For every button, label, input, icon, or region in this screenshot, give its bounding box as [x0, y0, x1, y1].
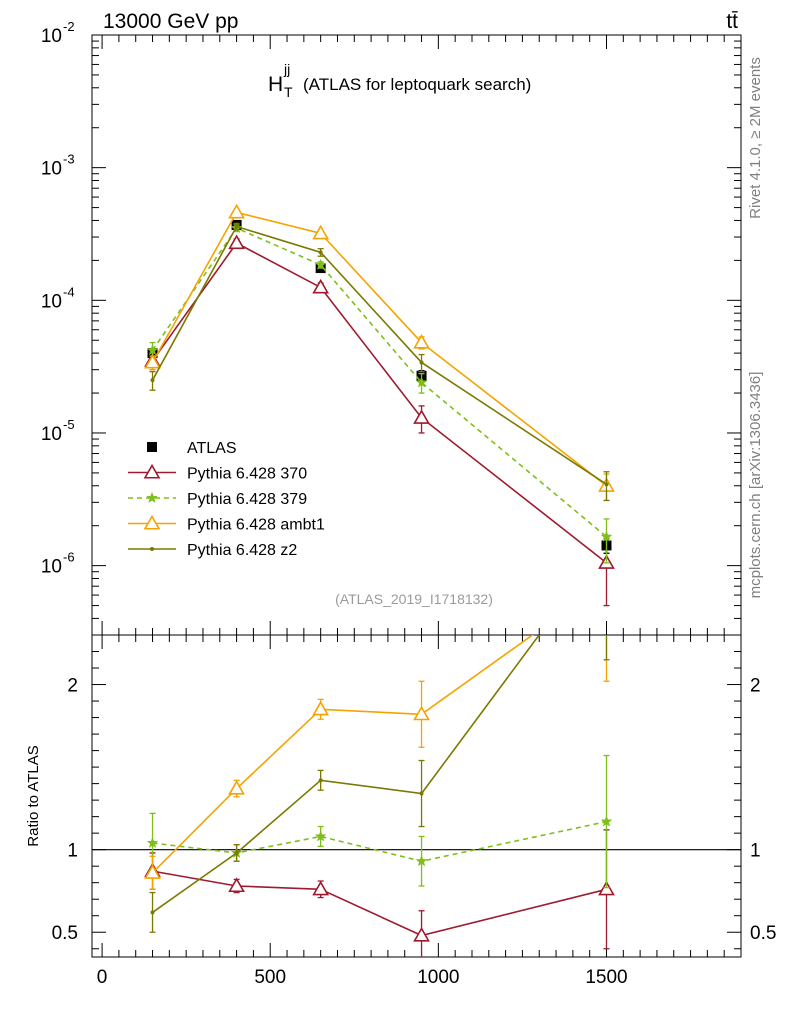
y-tick-label: 10 — [41, 26, 62, 47]
analysis-id: (ATLAS_2019_I1718132) — [335, 591, 493, 607]
legend-item: Pythia 6.428 ambt1 — [128, 514, 325, 534]
y-tick-label: 10 — [41, 557, 62, 578]
y-tick-label: 10 — [41, 291, 62, 312]
legend-label: Pythia 6.428 z2 — [187, 542, 297, 559]
marker-star — [314, 830, 327, 842]
process-label: tt̄ — [726, 10, 738, 33]
x-tick-label: 500 — [254, 967, 286, 988]
ratio-ylabel: Ratio to ATLAS — [25, 745, 42, 846]
marker-triangle — [413, 409, 430, 424]
legend-label: Pythia 6.428 379 — [187, 491, 307, 508]
y-tick-exponent: -4 — [63, 284, 75, 299]
main-series — [144, 203, 615, 607]
ratio-y-tick-label: 1 — [67, 841, 78, 862]
marker-dot — [419, 360, 424, 365]
marker-dot — [150, 378, 155, 383]
marker-dot — [150, 910, 155, 915]
marker-triangle — [143, 514, 161, 530]
legend-item: Pythia 6.428 370 — [128, 463, 307, 483]
ratio-y-tick-label-right: 2 — [750, 676, 761, 697]
y-tick-exponent: -3 — [63, 152, 75, 167]
marker-triangle — [228, 877, 245, 893]
marker-triangle — [143, 463, 161, 479]
y-tick-label: 10 — [41, 159, 62, 180]
series-line — [151, 242, 607, 564]
marker-star — [146, 491, 158, 504]
marker-triangle — [413, 926, 430, 942]
main-y-ticks: 10-210-310-410-510-6 — [41, 19, 741, 636]
y-tick-exponent: -2 — [63, 19, 75, 34]
main-plot: 10-210-310-410-510-6 H jj T (ATLAS for l… — [41, 19, 742, 636]
ratio-x-ticks: 0 500 1000 1500 — [97, 635, 725, 988]
marker-dot — [234, 224, 239, 229]
marker-dot — [150, 547, 154, 551]
energy-label: 13000 GeV pp — [103, 10, 238, 33]
ratio-series — [144, 635, 615, 957]
y-tick-label: 10 — [41, 424, 62, 445]
x-tick-label: 0 — [97, 967, 108, 988]
ratio-y-tick-label-right: 1 — [750, 841, 761, 862]
plot-title-symbol: H — [268, 73, 283, 96]
legend: ATLAS Pythia 6.428 370 Pythia 6.428 379 Pyt… — [128, 440, 325, 559]
marker-triangle — [144, 353, 161, 369]
marker-star — [415, 855, 428, 867]
marker-dot — [234, 850, 239, 855]
plot-title-sup: jj — [283, 61, 290, 77]
ratio-series-line — [152, 820, 607, 863]
marker-star — [314, 258, 327, 270]
marker-dot — [318, 250, 323, 255]
marker-triangle — [312, 224, 330, 240]
legend-label: ATLAS — [187, 440, 237, 457]
marker-dot — [419, 791, 424, 796]
plot-title: (ATLAS for leptoquark search) — [303, 75, 531, 94]
legend-label: Pythia 6.428 ambt1 — [187, 517, 325, 534]
main-x-ticks — [101, 35, 725, 635]
x-tick-label: 1000 — [417, 967, 459, 988]
ratio-series-line — [151, 635, 534, 874]
source-label: mcplots.cern.ch [arXiv:1306.3436] — [747, 372, 764, 599]
ratio-plot: 0.5 0.5 1 1 2 2 0 500 1000 1500 Ratio to ATLAS — [25, 634, 776, 988]
marker-dot — [318, 778, 323, 783]
marker-star — [600, 530, 613, 542]
ratio-plot-frame — [91, 634, 742, 958]
ratio-series-pythia-6-428-z2 — [149, 635, 610, 933]
marker-triangle — [144, 864, 161, 879]
marker-triangle — [312, 278, 330, 294]
rivet-label: Rivet 4.1.0, ≥ 2M events — [747, 57, 764, 219]
marker-triangle — [228, 779, 245, 795]
marker-triangle — [228, 234, 245, 250]
marker-triangle — [312, 880, 330, 896]
legend-label: Pythia 6.428 370 — [187, 466, 307, 483]
marker-triangle — [413, 705, 430, 721]
legend-item: ATLAS — [147, 440, 237, 457]
plot-title-sub: T — [284, 84, 293, 100]
marker-triangle — [228, 203, 245, 219]
marker-triangle — [598, 880, 615, 896]
ratio-series-line — [152, 870, 607, 937]
marker-star — [146, 344, 159, 356]
ratio-y-tick-label: 0.5 — [52, 923, 78, 944]
marker-star — [600, 815, 613, 827]
ratio-clip-group — [144, 635, 615, 957]
marker-triangle — [312, 700, 330, 716]
y-tick-exponent: -5 — [63, 417, 75, 432]
ratio-y-tick-label-right: 0.5 — [750, 923, 776, 944]
legend-item: Pythia 6.428 z2 — [128, 542, 297, 559]
ratio-series-pythia-6-428-ambt1 — [144, 635, 610, 890]
marker-dot — [604, 482, 609, 487]
legend-item: Pythia 6.428 379 — [128, 491, 307, 508]
marker-triangle — [413, 333, 430, 349]
y-tick-exponent: -6 — [63, 550, 75, 565]
marker-square — [147, 442, 157, 452]
series-pythia-6-428-z2 — [149, 222, 610, 502]
ratio-y-ticks: 0.5 0.5 1 1 2 2 — [52, 651, 776, 950]
x-tick-label: 1500 — [585, 967, 627, 988]
ratio-y-tick-label: 2 — [67, 676, 78, 697]
marker-star — [415, 376, 428, 388]
marker-star — [146, 836, 159, 849]
